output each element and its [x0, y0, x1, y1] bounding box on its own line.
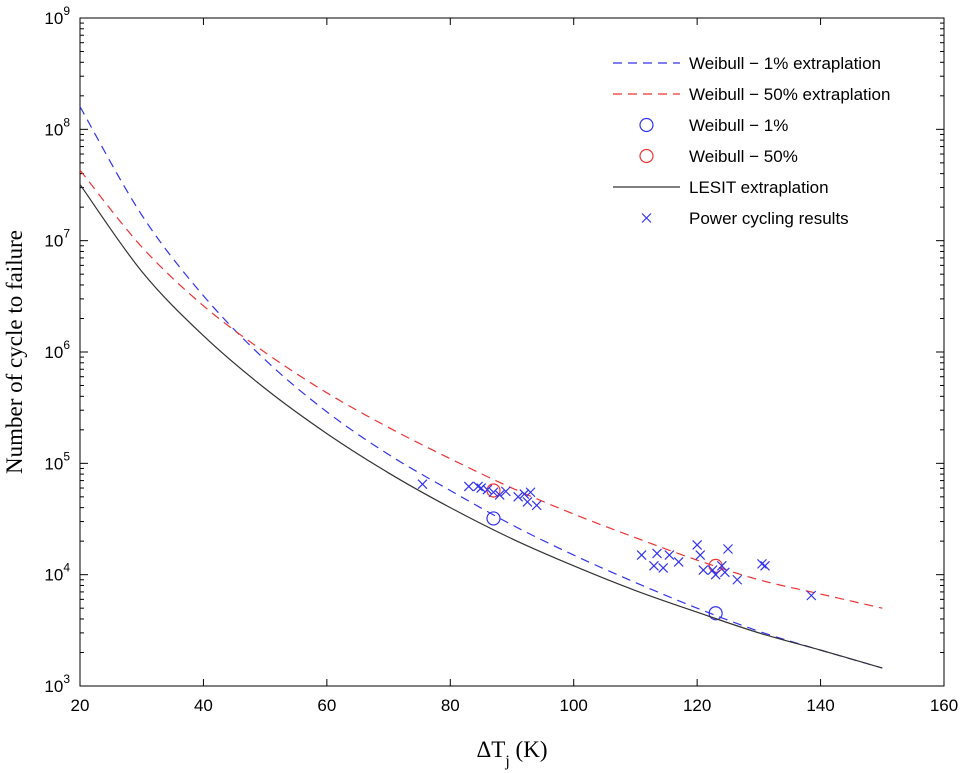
marker-cross-power-cycling-results	[488, 487, 499, 498]
y-tick-label-base: 10	[44, 9, 63, 28]
marker-cross-power-cycling-results	[760, 560, 770, 571]
y-tick-label-exponent: 8	[63, 115, 70, 129]
series-line-weibull-1-extraplation	[79, 106, 883, 669]
legend-swatch-weibull-50	[639, 148, 654, 164]
marker-cross-power-cycling-results	[719, 567, 730, 578]
x-axis-title: ΔTj (K)	[477, 737, 548, 770]
legend-label-weibull-1-extraplation: Weibull − 1% extraplation	[689, 54, 881, 73]
y-tick-label: 104	[44, 561, 70, 585]
marker-cross-power-cycling-results	[757, 558, 767, 569]
marker-cross-power-cycling-results	[707, 565, 718, 575]
legend-label-weibull-1: Weibull − 1%	[689, 116, 788, 135]
x-axis-title-subscript: j	[504, 753, 509, 770]
y-tick-label-base: 10	[44, 454, 63, 473]
marker-circle-weibull-1	[708, 606, 723, 621]
axis-ticks	[79, 17, 945, 687]
legend: Weibull − 1% extraplation Weibull − 50% e…	[613, 54, 890, 228]
y-tick-label: 107	[44, 227, 70, 251]
marker-cross-power-cycling-results	[522, 497, 533, 507]
y-axis-title: Number of cycle to failure	[2, 230, 27, 474]
x-tick-label: 140	[806, 696, 834, 715]
marker-cross-power-cycling-results	[806, 590, 817, 601]
y-tick-label-exponent: 3	[63, 672, 70, 686]
x-tick-label: 20	[71, 696, 90, 715]
series-line-lesit-extraplation	[79, 184, 883, 669]
x-tick-label: 160	[930, 696, 958, 715]
marker-cross-power-cycling-results	[531, 500, 542, 511]
marker-cross-power-cycling-results	[417, 479, 428, 490]
marker-cross-power-cycling-results	[463, 481, 474, 492]
marker-cross-power-cycling-results	[673, 557, 684, 567]
y-tick-label: 109	[44, 4, 70, 28]
x-tick-label: 100	[560, 696, 588, 715]
marker-cross-power-cycling-results	[664, 550, 675, 560]
marker-circle-weibull-1	[486, 511, 501, 526]
y-tick-label-exponent: 5	[63, 449, 70, 463]
marker-cross-power-cycling-results	[482, 484, 493, 495]
marker-cross-power-cycling-results	[500, 486, 511, 497]
y-tick-label-exponent: 9	[63, 4, 70, 18]
tick-labels: 20 40 60 80 100 120 140 16010310410510610710810…	[44, 4, 958, 715]
marker-cross-power-cycling-results	[692, 539, 703, 550]
series-layer	[79, 106, 883, 669]
y-tick-label-base: 10	[44, 232, 63, 251]
marker-cross-power-cycling-results	[716, 560, 727, 571]
legend-label-weibull-50-extraplation: Weibull − 50% extraplation	[689, 85, 890, 104]
x-tick-label: 40	[194, 696, 213, 715]
x-axis-title-unit: (K)	[510, 737, 548, 762]
x-tick-label: 60	[317, 696, 336, 715]
legend-label-power-cycling-results: Power cycling results	[689, 209, 849, 228]
marker-cross-power-cycling-results	[695, 550, 706, 560]
marker-cross-power-cycling-results	[698, 565, 709, 575]
y-tick-label-exponent: 4	[63, 561, 70, 575]
marker-cross-power-cycling-results	[476, 483, 487, 493]
y-tick-label-base: 10	[44, 120, 63, 139]
marker-cross-power-cycling-results	[519, 489, 530, 499]
marker-cross-power-cycling-results	[649, 560, 659, 571]
marker-cross-power-cycling-results	[652, 548, 662, 559]
y-tick-label: 105	[44, 449, 70, 473]
y-tick-label-base: 10	[44, 343, 63, 362]
marker-cross-power-cycling-results	[525, 487, 536, 498]
y-tick-label-exponent: 6	[63, 338, 70, 352]
y-tick-label-exponent: 7	[63, 227, 70, 241]
marker-cross-power-cycling-results	[710, 569, 721, 580]
marker-cross-power-cycling-results	[658, 562, 669, 573]
y-tick-label: 106	[44, 338, 70, 362]
legend-label-lesit-extraplation: LESIT extraplation	[689, 178, 829, 197]
plot-frame	[79, 17, 945, 687]
y-tick-label: 103	[44, 672, 70, 696]
legend-swatch-weibull-1	[639, 117, 654, 133]
x-tick-label: 120	[683, 696, 711, 715]
x-axis-title-main: ΔT	[477, 737, 506, 762]
marker-cross-power-cycling-results	[636, 550, 647, 560]
legend-swatch-power-cycling-results	[641, 213, 652, 223]
y-tick-label-base: 10	[44, 566, 63, 585]
marker-cross-power-cycling-results	[513, 491, 524, 502]
marker-cross-power-cycling-results	[732, 574, 743, 585]
y-tick-label-base: 10	[44, 677, 63, 696]
marker-cross-power-cycling-results	[473, 481, 483, 492]
y-tick-label: 108	[44, 115, 70, 139]
legend-label-weibull-50: Weibull − 50%	[689, 147, 798, 166]
marker-cross-power-cycling-results	[494, 490, 505, 500]
series-line-weibull-50-extraplation	[79, 169, 883, 609]
x-tick-label: 80	[441, 696, 460, 715]
marker-cross-power-cycling-results	[723, 544, 733, 554]
